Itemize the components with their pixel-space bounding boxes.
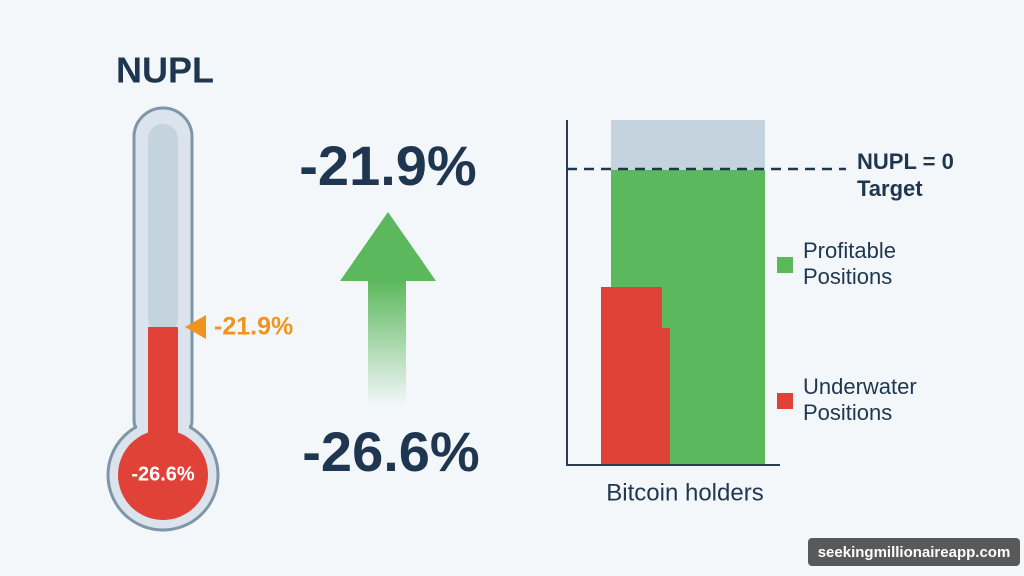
legend-label: Positions (803, 400, 892, 425)
thermometer-fill (148, 327, 178, 447)
target-label: Target (857, 176, 923, 201)
x-axis-label: Bitcoin holders (606, 479, 763, 506)
holders-chart: NUPL = 0 Target Profitable Positions Und… (566, 120, 954, 506)
arrow-shaft (368, 280, 406, 406)
legend-label: Positions (803, 264, 892, 289)
change-from: -26.6% (302, 420, 479, 483)
bulb-label: -26.6% (131, 463, 195, 485)
marker-pointer (185, 315, 206, 339)
target-label: NUPL = 0 (857, 149, 954, 174)
legend-swatch (777, 257, 793, 273)
arrow-head (340, 212, 436, 281)
change-to: -21.9% (299, 134, 476, 197)
gap-area (611, 120, 765, 170)
underwater-area (601, 287, 670, 465)
watermark: seekingmillionaireapp.com (818, 544, 1011, 561)
thermometer-empty (148, 124, 178, 334)
legend-swatch (777, 393, 793, 409)
thermometer: -26.6% -21.9% (106, 106, 293, 532)
legend-label: Profitable (803, 238, 896, 263)
title: NUPL (116, 50, 214, 91)
thermometer-bulb (118, 430, 208, 520)
watermark-box (808, 538, 1020, 566)
marker-label: -21.9% (214, 313, 293, 341)
legend-label: Underwater (803, 374, 917, 399)
